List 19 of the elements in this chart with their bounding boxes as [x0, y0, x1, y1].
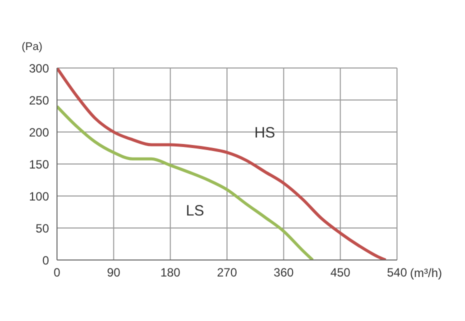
y-tick-label: 200: [28, 125, 50, 140]
y-tick-label: 50: [36, 221, 50, 236]
x-tick-label: 270: [216, 266, 238, 280]
y-tick-label: 100: [28, 189, 50, 204]
y-tick-label: 150: [28, 157, 50, 172]
x-tick-label: 540: [386, 266, 408, 280]
y-tick-label: 300: [28, 61, 50, 76]
x-tick-label: 450: [330, 266, 351, 280]
series-label: HS: [254, 124, 276, 142]
x-tick-label: 360: [274, 266, 294, 280]
x-tick-label: 0: [54, 266, 61, 280]
x-tick-label: 180: [160, 266, 181, 280]
series-label: LS: [186, 202, 204, 220]
x-tick-label: 90: [106, 266, 121, 280]
line-series: [57, 104, 314, 260]
y-tick-label: 0: [42, 253, 50, 268]
y-axis-title: (Pa): [22, 41, 42, 53]
x-axis-title: (m³/h): [410, 266, 442, 280]
y-tick-label: 250: [28, 93, 50, 108]
